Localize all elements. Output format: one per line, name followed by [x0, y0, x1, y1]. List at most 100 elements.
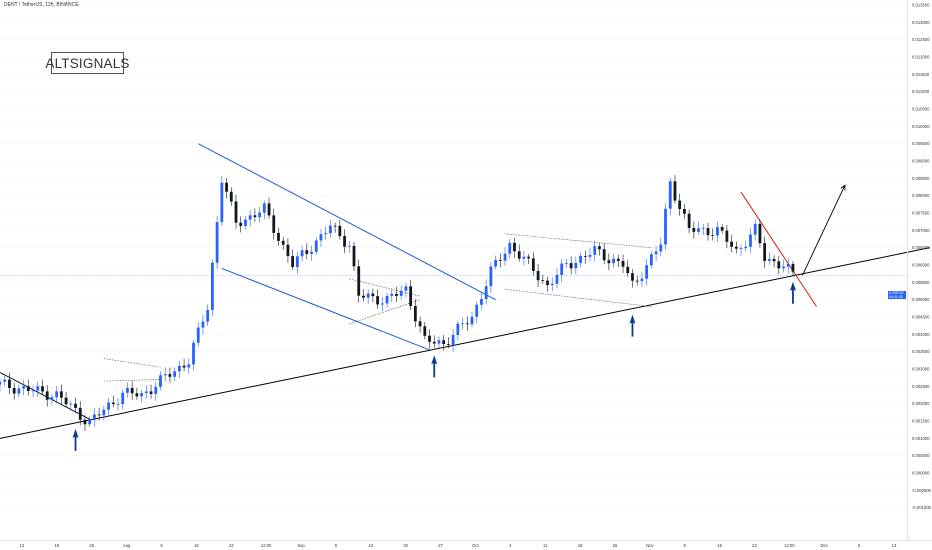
x-tick-label: 9: [160, 543, 163, 548]
y-tick-label: 0.004500: [912, 315, 930, 320]
candle-body: [678, 200, 682, 210]
candle-body: [215, 222, 219, 263]
candle-body: [645, 265, 649, 279]
support-arrow-icon: [72, 428, 79, 451]
candle-body: [277, 232, 280, 241]
candle-body: [480, 298, 483, 305]
y-tick-label: 0.000500: [912, 453, 930, 458]
x-tick-label: Oct: [472, 543, 479, 548]
candle-body: [767, 258, 771, 261]
projection-arrow-line: [801, 185, 846, 276]
candle-body: [126, 387, 129, 393]
candle-body: [531, 258, 535, 271]
candle-body: [565, 263, 568, 264]
y-tick-label: -0.001000: [912, 505, 932, 510]
candle-body: [366, 293, 370, 298]
x-tick-label: 12:00: [784, 543, 795, 548]
candle-body: [74, 403, 77, 408]
candle-body: [177, 365, 181, 372]
resistance-line: [740, 191, 817, 307]
x-tick-label: 8: [684, 543, 687, 548]
support-arrow-icon: [431, 355, 438, 378]
x-tick-label: 6: [335, 543, 338, 548]
x-tick-label: Nov: [646, 543, 654, 548]
y-tick-label: 0.013000: [912, 20, 930, 25]
candle-body: [12, 388, 16, 394]
channel-upper-line: [198, 143, 496, 301]
candle-body: [635, 280, 639, 282]
candle-body: [295, 256, 299, 268]
x-tick-label: 4: [509, 543, 512, 548]
candle-body: [3, 379, 7, 382]
candle-body: [654, 251, 658, 255]
y-tick-label: 0.004000: [912, 332, 930, 337]
x-tick-label: 12: [20, 543, 25, 548]
x-tick-label: 12:00: [261, 543, 272, 548]
candle-body: [546, 280, 549, 286]
candle-body: [555, 274, 559, 284]
candle-body: [182, 365, 186, 368]
candle-body: [739, 248, 743, 249]
candle-body: [159, 375, 162, 387]
y-tick-label: 0.012500: [912, 37, 930, 42]
candle-body: [88, 420, 92, 425]
candle-body: [541, 280, 545, 281]
last-price-countdown: 00:31:33: [889, 295, 903, 299]
candle-body: [262, 203, 266, 213]
candle-body: [93, 414, 96, 421]
candle-body: [244, 219, 247, 226]
x-tick-label: 6: [858, 543, 861, 548]
y-tick-label: 0.013500: [912, 3, 930, 8]
candle-body: [711, 235, 715, 237]
y-tick-label: 0.006500: [912, 245, 930, 250]
candle-body: [583, 256, 587, 257]
candle-body: [758, 223, 762, 244]
y-tick-label: 0.009000: [912, 159, 930, 164]
candle-body: [211, 262, 214, 310]
y-tick-label: 0.007000: [912, 228, 930, 233]
candle-body: [324, 233, 328, 235]
x-tick-label: Aug: [123, 543, 131, 548]
logo-text: ALTSIGNALS: [45, 55, 130, 71]
y-tick-label: 0.008500: [912, 176, 930, 181]
candle-body: [498, 260, 502, 261]
candle-body: [640, 278, 644, 281]
x-tick-label: Dec: [821, 543, 828, 548]
candle-body: [310, 251, 313, 254]
candle-body: [333, 225, 337, 227]
candle-body: [569, 263, 573, 269]
candle-body: [201, 321, 205, 328]
candle-body: [69, 403, 73, 405]
candle-body: [659, 244, 663, 252]
y-axis: 0.013500 0.013000 0.012500 0.012000 0.011500…: [907, 0, 932, 540]
y-tick-label: 0.002500: [912, 384, 930, 389]
candle-body: [725, 230, 729, 242]
candle-body: [168, 374, 172, 377]
candle-body: [409, 286, 413, 306]
candle-body: [225, 182, 228, 192]
candle-body: [234, 201, 238, 223]
candle-body: [437, 340, 441, 344]
y-tick-label: 0.009500: [912, 141, 930, 146]
candle-body: [121, 392, 125, 405]
candle-body: [140, 393, 143, 397]
candle-body: [385, 295, 389, 304]
support-trendline: [0, 247, 930, 439]
candle-body: [475, 304, 479, 317]
candle-body: [612, 258, 615, 264]
candle-body: [8, 379, 11, 389]
candle-body: [253, 215, 257, 218]
candle-body: [41, 386, 44, 392]
y-tick-label: 0.005500: [912, 280, 930, 285]
candle-body: [734, 246, 738, 249]
pattern-sep-upper: [349, 278, 421, 297]
y-tick-label: 0.010000: [912, 124, 930, 129]
candle-body: [579, 256, 582, 263]
y-tick-label: 0.005000: [912, 297, 930, 302]
candle-body: [390, 293, 394, 296]
candle-body: [588, 254, 592, 257]
candle-body: [494, 260, 497, 267]
candle-body: [399, 290, 403, 296]
candle-body: [272, 215, 276, 233]
